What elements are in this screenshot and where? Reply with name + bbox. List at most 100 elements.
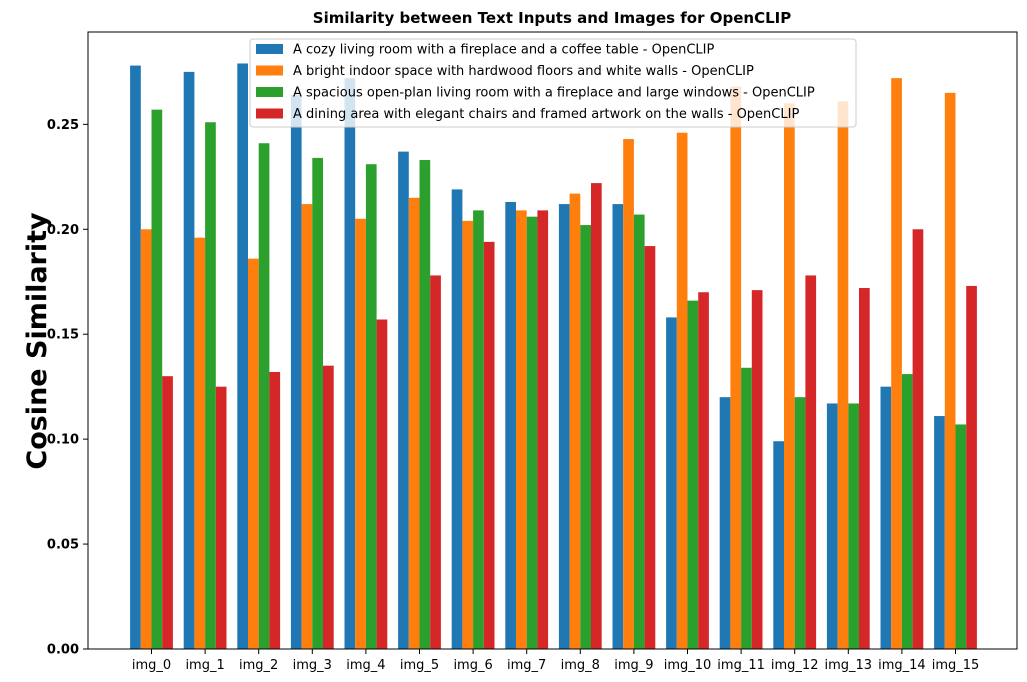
bar-img_9-series-1	[613, 204, 624, 649]
y-ticks-group: 0.00 0.05 0.10 0.15 0.20 0.25	[47, 118, 88, 658]
bar-img_9-series-4	[645, 246, 656, 649]
y-tick-label: 0.10	[47, 433, 79, 448]
bar-img_1-series-4	[216, 387, 227, 649]
x-ticks-group: img_0 img_1 img_2 img_3 img_4 img_5 img_6 img_7…	[132, 649, 979, 673]
bar-img_11-series-3	[741, 368, 752, 649]
y-tick-label: 0.20	[47, 223, 79, 238]
bar-img_2-series-1	[237, 63, 248, 649]
bar-img_3-series-1	[291, 95, 302, 649]
bar-img_15-series-1	[934, 416, 945, 649]
bar-img_3-series-4	[323, 366, 334, 649]
bar-img_4-series-4	[377, 320, 388, 649]
bar-img_14-series-4	[913, 229, 924, 649]
legend: A cozy living room with a fireplace and …	[250, 39, 856, 127]
bar-img_1-series-3	[205, 122, 216, 649]
bar-img_13-series-2	[838, 101, 849, 649]
bar-img_2-series-3	[259, 143, 270, 649]
bar-img_8-series-2	[570, 194, 581, 649]
bar-img_6-series-4	[484, 242, 495, 649]
bar-img_0-series-1	[130, 66, 141, 649]
x-tick-label: img_14	[878, 658, 926, 673]
x-tick-label: img_10	[664, 658, 712, 673]
bar-img_4-series-3	[366, 164, 377, 649]
bar-img_13-series-1	[827, 403, 838, 649]
bar-img_15-series-2	[945, 93, 956, 649]
x-tick-label: img_9	[614, 658, 653, 673]
bar-img_0-series-3	[152, 110, 163, 649]
bar-img_7-series-4	[537, 210, 548, 649]
bar-img_12-series-1	[773, 441, 784, 649]
bar-img_9-series-2	[623, 139, 634, 649]
bar-img_13-series-3	[848, 403, 859, 649]
bar-img_15-series-3	[956, 424, 967, 649]
bar-img_10-series-1	[666, 317, 677, 649]
bar-img_11-series-4	[752, 290, 763, 649]
bar-img_7-series-2	[516, 210, 527, 649]
x-tick-label: img_0	[132, 658, 171, 673]
bar-img_5-series-3	[420, 160, 431, 649]
x-tick-label: img_6	[453, 658, 492, 673]
legend-entry: A dining area with elegant chairs and fr…	[293, 107, 799, 122]
bar-img_4-series-2	[355, 219, 366, 649]
x-tick-label: img_7	[507, 658, 546, 673]
legend-entry: A spacious open-plan living room with a …	[293, 86, 815, 101]
legend-swatch	[256, 44, 283, 54]
legend-entry: A bright indoor space with hardwood floo…	[293, 64, 754, 79]
bar-img_14-series-1	[881, 387, 892, 649]
bar-img_15-series-4	[966, 286, 977, 649]
x-tick-label: img_1	[185, 658, 224, 673]
bar-img_8-series-1	[559, 204, 570, 649]
bar-img_2-series-2	[248, 259, 259, 649]
bar-img_11-series-2	[730, 87, 741, 649]
x-tick-label: img_11	[717, 658, 765, 673]
bar-img_6-series-3	[473, 210, 484, 649]
bar-img_10-series-2	[677, 133, 688, 649]
bar-img_3-series-2	[302, 204, 313, 649]
bar-img_13-series-4	[859, 288, 870, 649]
bar-img_14-series-3	[902, 374, 913, 649]
chart-title: Similarity between Text Inputs and Image…	[313, 9, 791, 27]
bar-chart: Similarity between Text Inputs and Image…	[0, 0, 1027, 682]
bar-img_11-series-1	[720, 397, 731, 649]
bar-img_10-series-4	[698, 292, 709, 649]
x-tick-label: img_5	[400, 658, 439, 673]
bar-img_5-series-1	[398, 152, 409, 649]
bar-img_10-series-3	[688, 301, 699, 649]
bar-img_7-series-3	[527, 217, 538, 649]
x-tick-label: img_2	[239, 658, 278, 673]
y-tick-label: 0.25	[47, 118, 79, 133]
bar-img_12-series-4	[805, 275, 816, 649]
x-tick-label: img_12	[771, 658, 819, 673]
bar-img_8-series-3	[580, 225, 591, 649]
bar-img_2-series-4	[269, 372, 280, 649]
bars-group	[130, 63, 977, 649]
x-tick-label: img_3	[293, 658, 332, 673]
bar-img_0-series-2	[141, 229, 152, 649]
bar-img_9-series-3	[634, 215, 645, 649]
bar-img_1-series-2	[194, 238, 205, 649]
bar-img_4-series-1	[345, 78, 356, 649]
bar-img_12-series-3	[795, 397, 806, 649]
x-tick-label: img_4	[346, 658, 385, 673]
legend-swatch	[256, 87, 283, 97]
bar-img_14-series-2	[891, 78, 902, 649]
x-tick-label: img_8	[561, 658, 600, 673]
bar-img_12-series-2	[784, 103, 795, 649]
bar-img_5-series-4	[430, 275, 441, 649]
bar-img_5-series-2	[409, 198, 420, 649]
x-tick-label: img_13	[825, 658, 873, 673]
y-tick-label: 0.15	[47, 328, 79, 343]
bar-img_6-series-2	[462, 221, 473, 649]
y-tick-label: 0.05	[47, 538, 79, 553]
bar-img_6-series-1	[452, 189, 463, 649]
legend-swatch	[256, 66, 283, 76]
y-tick-label: 0.00	[47, 643, 79, 658]
bar-img_7-series-1	[505, 202, 516, 649]
bar-img_0-series-4	[162, 376, 173, 649]
legend-swatch	[256, 109, 283, 119]
legend-entry: A cozy living room with a fireplace and …	[293, 43, 714, 58]
bar-img_3-series-3	[312, 158, 323, 649]
x-tick-label: img_15	[932, 658, 980, 673]
bar-img_8-series-4	[591, 183, 602, 649]
bar-img_1-series-1	[184, 72, 195, 649]
